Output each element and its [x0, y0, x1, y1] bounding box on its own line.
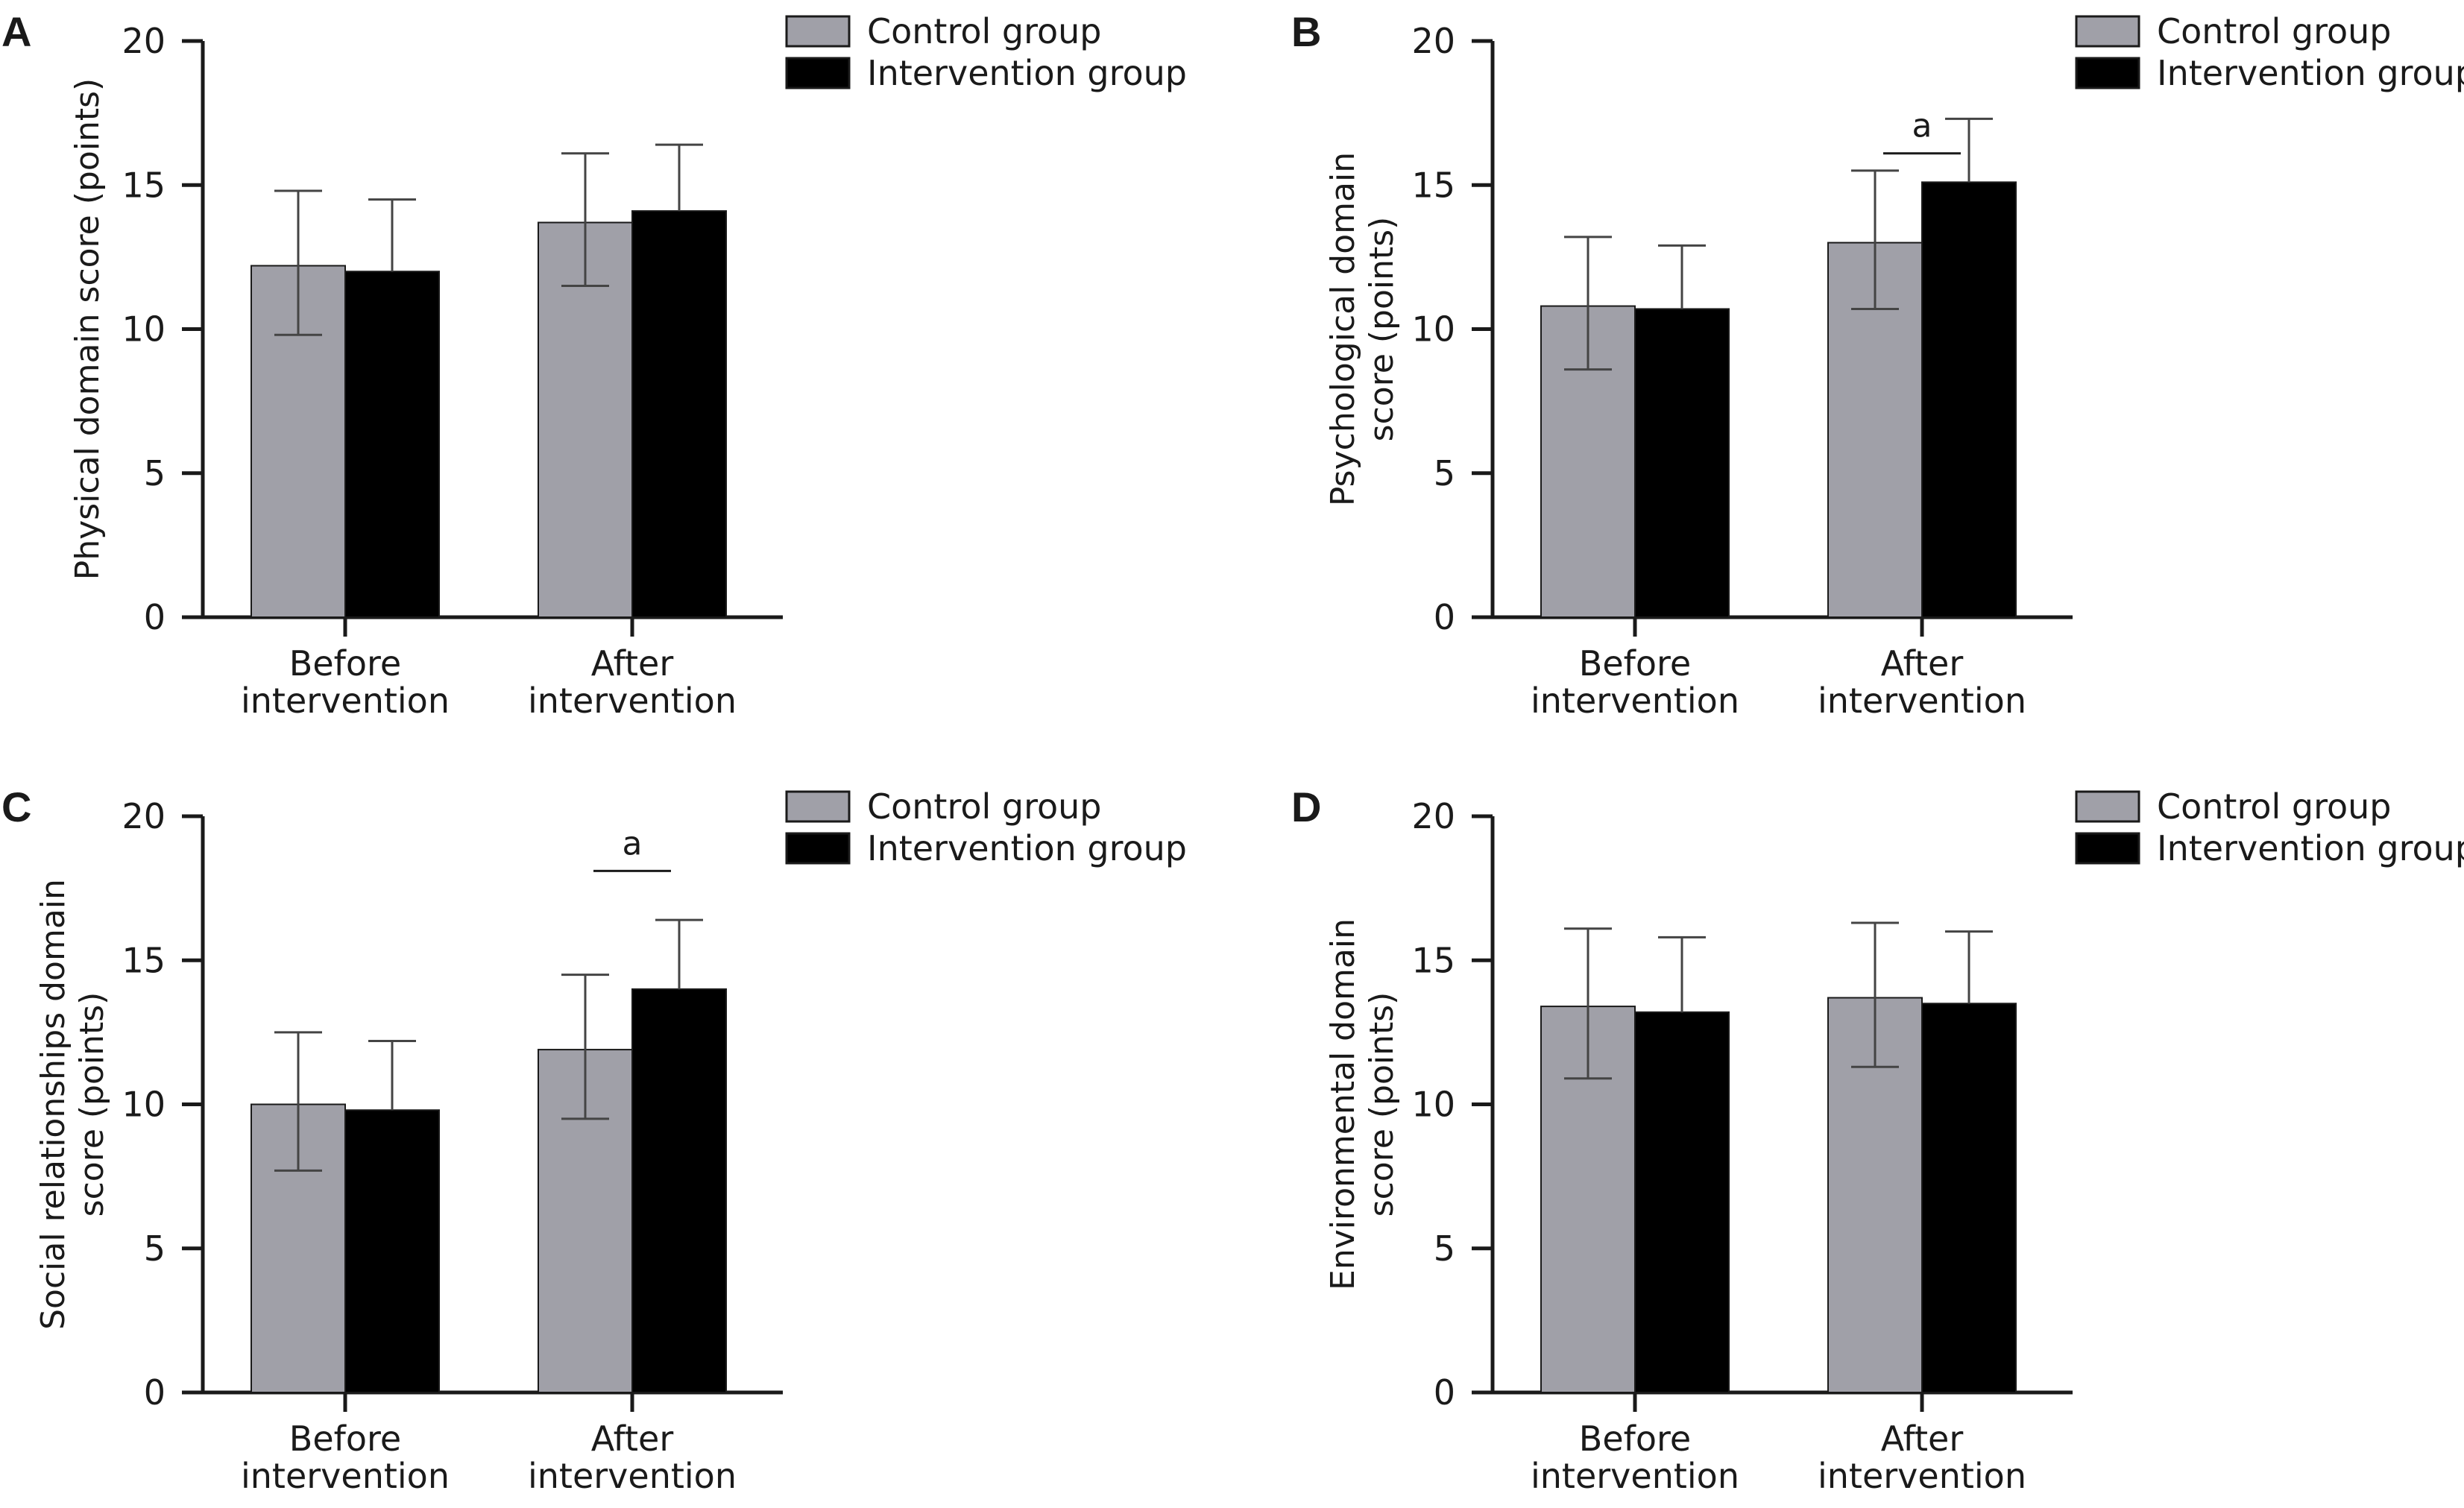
- y-tick-label: 20: [1411, 21, 1455, 61]
- legend-label-intervention: Intervention group: [867, 53, 1187, 93]
- y-axis-label-line: Environmental domain: [1324, 918, 1362, 1290]
- x-tick-label: After intervention: [1818, 643, 2026, 721]
- x-tick-label-line: After: [591, 643, 674, 684]
- legend-swatch-intervention: [785, 57, 851, 89]
- x-tick-label: Before intervention: [1531, 1419, 1739, 1496]
- x-tick-label-line: intervention: [1531, 681, 1739, 721]
- y-tick-label: 5: [144, 1228, 166, 1269]
- bar-intervention: [1921, 181, 2017, 618]
- panel-letter: C: [1, 783, 31, 830]
- bar-intervention: [344, 271, 440, 618]
- chart-panel-c: C 0 5 10 15 20 Social relationships domainscor…: [1, 783, 1187, 1496]
- y-tick-label: 5: [1434, 453, 1455, 493]
- bar-intervention: [344, 1109, 440, 1393]
- y-tick-label: 5: [1434, 1228, 1455, 1269]
- y-tick-label: 0: [144, 1372, 166, 1413]
- chart-panel-d: D 0 5 10 15 20 Environmental domainscore (poin…: [1291, 783, 2464, 1496]
- y-axis-label-line: score (points): [1363, 992, 1401, 1217]
- y-tick-label: 10: [1411, 309, 1455, 350]
- y-tick-label: 0: [144, 597, 166, 637]
- x-tick-label-line: intervention: [528, 681, 737, 721]
- y-axis-label-line: Physical domain score (points): [69, 78, 107, 580]
- legend-label-control: Control group: [2157, 786, 2392, 827]
- legend-label-intervention: Intervention group: [2157, 828, 2464, 868]
- y-axis-label: Psychological domainscore (points): [1324, 152, 1401, 506]
- legend-swatch-control: [785, 790, 851, 823]
- x-tick-label-line: intervention: [1818, 1456, 2026, 1496]
- y-axis-label-line: score (points): [73, 992, 111, 1217]
- legend-label-control: Control group: [2157, 11, 2392, 51]
- x-tick-label-line: intervention: [241, 1456, 450, 1496]
- legend-swatch-intervention: [785, 832, 851, 865]
- bar-intervention: [1921, 1003, 2017, 1394]
- x-tick-label-line: Before: [289, 1419, 401, 1459]
- x-tick-label-line: intervention: [1531, 1456, 1739, 1496]
- legend-label-intervention: Intervention group: [2157, 53, 2464, 93]
- y-tick-label: 15: [122, 165, 166, 205]
- significance-label: a: [623, 824, 643, 862]
- legend-swatch-intervention: [2075, 832, 2140, 865]
- y-tick-label: 10: [122, 1085, 166, 1125]
- y-axis-label-line: score (points): [1363, 217, 1401, 442]
- x-tick-label: After intervention: [528, 643, 737, 721]
- x-tick-label-line: intervention: [241, 681, 450, 721]
- panel-letter: B: [1291, 8, 1321, 55]
- x-tick-label: After intervention: [1818, 1419, 2026, 1496]
- y-tick-label: 15: [1411, 165, 1455, 205]
- bar-intervention: [1634, 1011, 1730, 1393]
- x-tick-label-line: intervention: [1818, 681, 2026, 721]
- panel-letter: A: [1, 8, 31, 55]
- y-axis-label: Environmental domainscore (points): [1324, 918, 1401, 1290]
- y-tick-label: 0: [1434, 597, 1455, 637]
- y-tick-label: 15: [122, 940, 166, 980]
- x-tick-label-line: After: [591, 1419, 674, 1459]
- y-tick-label: 5: [144, 453, 166, 493]
- x-tick-label-line: Before: [1579, 643, 1691, 684]
- y-tick-label: 10: [1411, 1085, 1455, 1125]
- x-tick-label-line: Before: [289, 643, 401, 684]
- y-tick-label: 15: [1411, 940, 1455, 980]
- legend-swatch-control: [2075, 790, 2140, 823]
- legend-label-intervention: Intervention group: [867, 828, 1187, 868]
- y-axis-label: Physical domain score (points): [69, 78, 107, 580]
- y-tick-label: 10: [122, 309, 166, 350]
- bar-intervention: [631, 210, 727, 619]
- y-axis-label-line: Psychological domain: [1324, 152, 1362, 506]
- legend-swatch-control: [785, 15, 851, 48]
- x-tick-label-line: After: [1881, 1419, 1964, 1459]
- x-tick-label-line: Before: [1579, 1419, 1691, 1459]
- bar-intervention: [631, 988, 727, 1393]
- bar-intervention: [1634, 308, 1730, 618]
- y-axis-label-line: Social relationships domain: [34, 879, 72, 1330]
- x-tick-label-line: intervention: [528, 1456, 737, 1496]
- legend-label-control: Control group: [867, 786, 1102, 827]
- legend-swatch-control: [2075, 15, 2140, 48]
- y-axis-label: Social relationships domainscore (points…: [34, 879, 111, 1330]
- x-tick-label: Before intervention: [241, 643, 450, 721]
- y-tick-label: 20: [122, 21, 166, 61]
- significance-label: a: [1912, 107, 1932, 145]
- y-tick-label: 0: [1434, 1372, 1455, 1413]
- panel-letter: D: [1291, 783, 1321, 830]
- x-tick-label: After intervention: [528, 1419, 737, 1496]
- y-tick-label: 20: [1411, 796, 1455, 836]
- x-tick-label-line: After: [1881, 643, 1964, 684]
- chart-panel-b: B 0 5 10 15 20 Psychological domainscore (poin…: [1291, 8, 2464, 721]
- x-tick-label: Before intervention: [241, 1419, 450, 1496]
- y-tick-label: 20: [122, 796, 166, 836]
- x-tick-label: Before intervention: [1531, 643, 1739, 721]
- legend-swatch-intervention: [2075, 57, 2140, 89]
- chart-panel-a: A 0 5 10 15 20 Physical domain score (points) B…: [1, 8, 1187, 721]
- legend-label-control: Control group: [867, 11, 1102, 51]
